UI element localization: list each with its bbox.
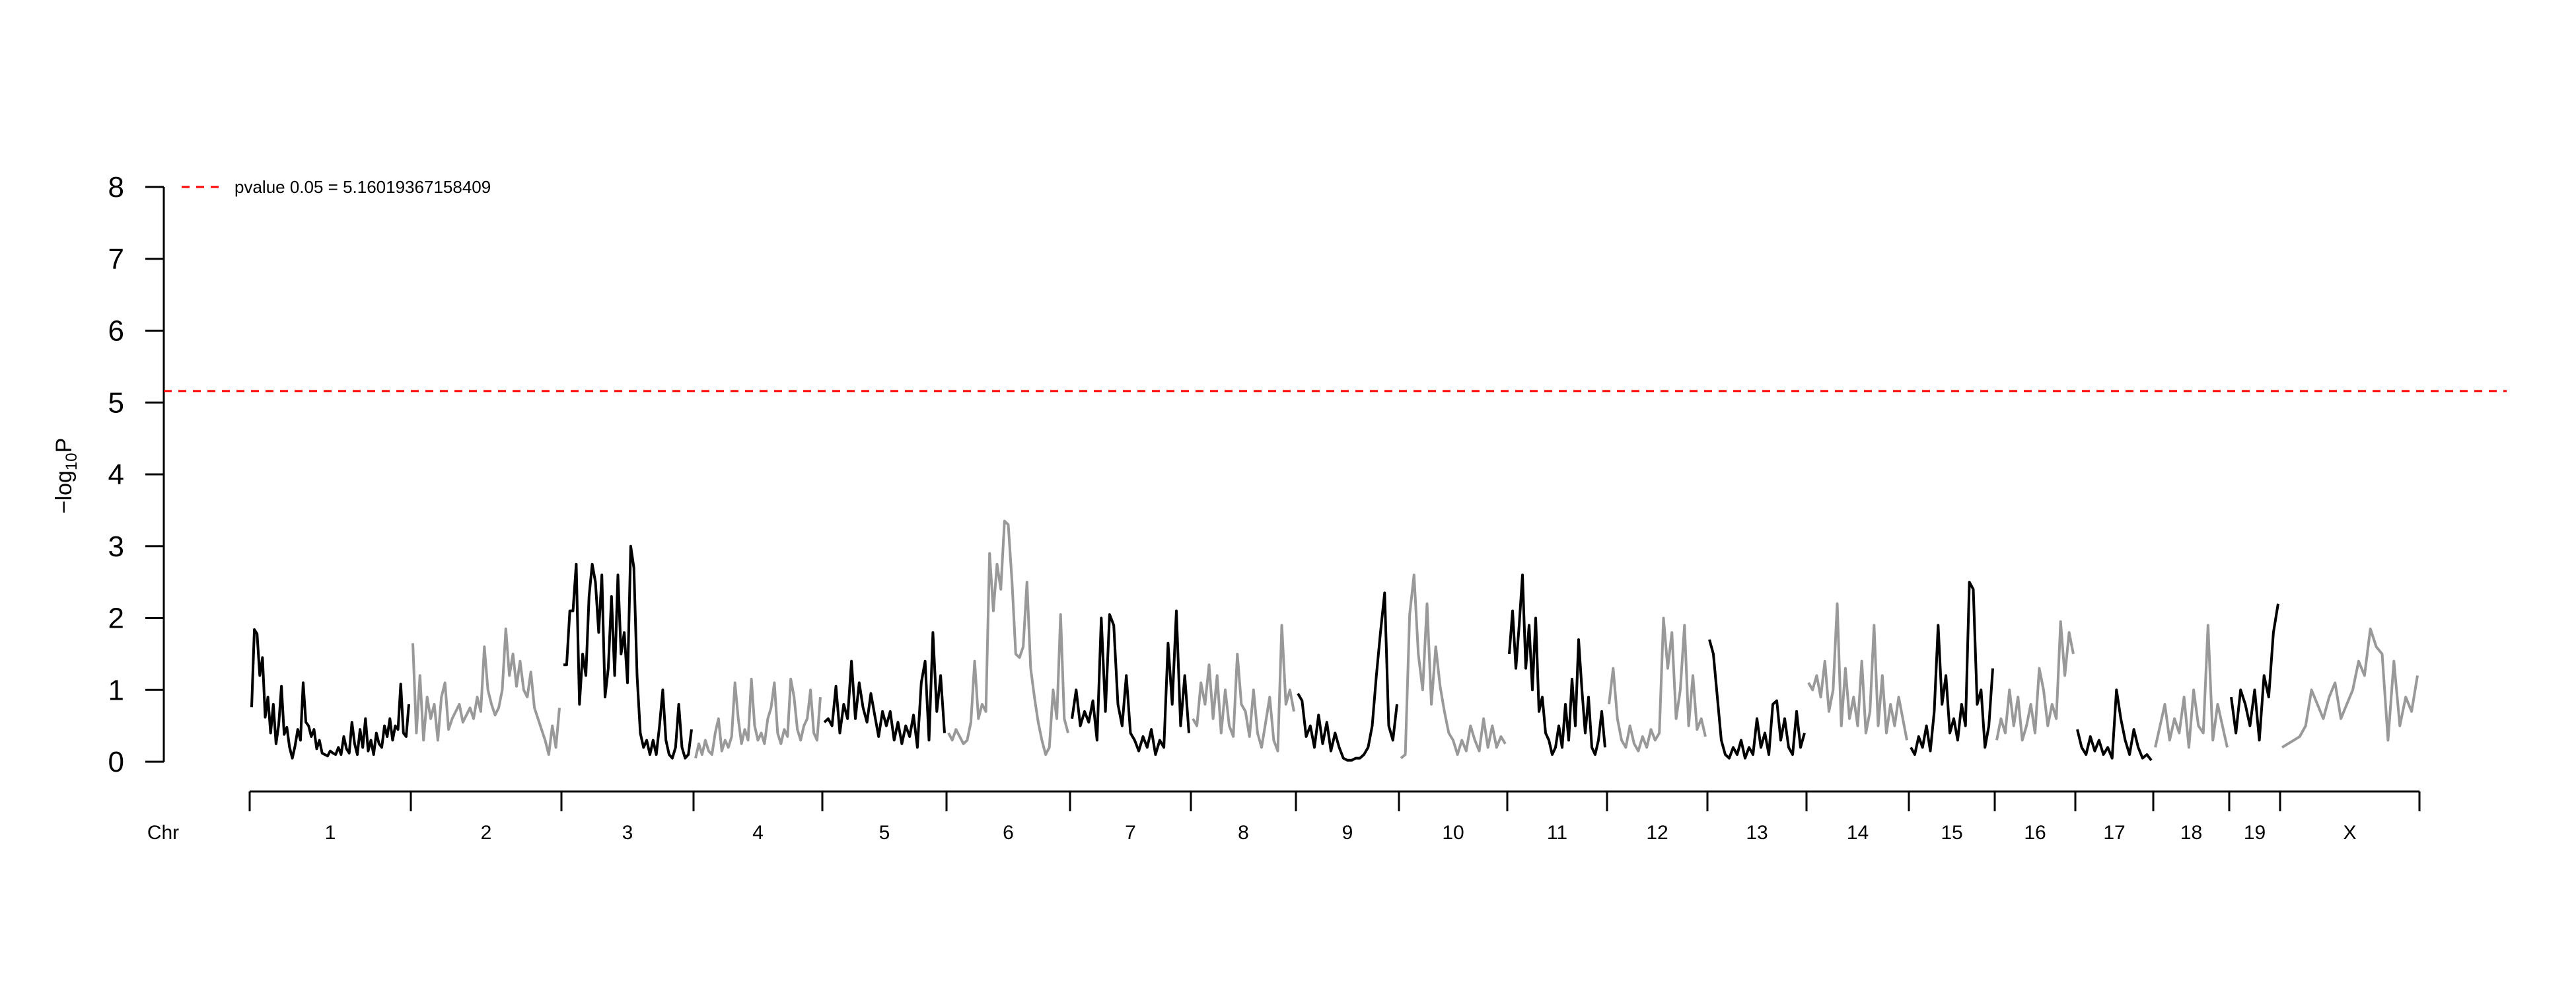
legend: pvalue 0.05 = 5.16019367158409 (182, 177, 491, 197)
chr-10-line (1400, 573, 1507, 760)
y-tick-label: 5 (108, 386, 124, 419)
chr-18-line (2154, 624, 2229, 749)
chr-label-3: 3 (622, 822, 633, 844)
chr-19-line (2230, 603, 2279, 742)
chr-label-X: X (2343, 822, 2356, 844)
chr-8-line (1192, 624, 1295, 752)
chr-4-line (694, 677, 822, 759)
chr-label-5: 5 (879, 822, 890, 844)
chr-label-10: 10 (1442, 822, 1464, 844)
chr-label-6: 6 (1003, 822, 1014, 844)
chr-2-line (411, 627, 561, 756)
chr-14-line (1807, 602, 1908, 741)
chr-1-line (250, 628, 410, 760)
chr-label-9: 9 (1342, 822, 1353, 844)
y-axis-title: −log10P (52, 438, 81, 514)
y-tick-label: 1 (108, 674, 124, 706)
chr-9-line (1297, 591, 1398, 762)
chr-label-8: 8 (1238, 822, 1249, 844)
chr-label-15: 15 (1941, 822, 1962, 844)
chr-label-18: 18 (2180, 822, 2202, 844)
chr-3-line (563, 544, 693, 760)
y-tick-label: 0 (108, 746, 124, 778)
chr-16-line (1995, 620, 2075, 742)
chr-5-line (823, 631, 946, 749)
x-axis-title: Chr (147, 822, 179, 844)
chr-label-17: 17 (2103, 822, 2125, 844)
chr-label-16: 16 (2024, 822, 2046, 844)
y-tick-label: 3 (108, 531, 124, 563)
y-tick-label: 2 (108, 603, 124, 635)
chr-label-14: 14 (1847, 822, 1869, 844)
chr-X-line (2281, 627, 2419, 749)
chr-label-13: 13 (1746, 822, 1768, 844)
chr-label-7: 7 (1125, 822, 1136, 844)
y-tick-label: 7 (108, 243, 124, 275)
y-axis: 0 1 2 3 4 5 6 7 8 (108, 171, 165, 778)
chr-12-line (1608, 616, 1707, 752)
chr-label-12: 12 (1646, 822, 1668, 844)
y-tick-label: 8 (108, 171, 124, 203)
chr-label-11: 11 (1547, 822, 1567, 844)
chr-17-line (2076, 688, 2153, 762)
legend-label: pvalue 0.05 = 5.16019367158409 (234, 177, 491, 197)
chr-11-line (1508, 573, 1606, 756)
chr-label-19: 19 (2244, 822, 2266, 844)
chr-label-4: 4 (752, 822, 764, 844)
y-tick-label: 6 (108, 315, 124, 348)
y-axis-label: −log10P (52, 438, 81, 514)
y-tick-label: 4 (108, 459, 124, 491)
chromosome-series (250, 519, 2419, 762)
chr-7-line (1071, 609, 1190, 756)
chr-15-line (1910, 581, 1994, 756)
chr-6-line (947, 519, 1069, 756)
chr-13-line (1708, 639, 1806, 760)
chr-label-1: 1 (325, 822, 336, 844)
chr-label-2: 2 (481, 822, 492, 844)
